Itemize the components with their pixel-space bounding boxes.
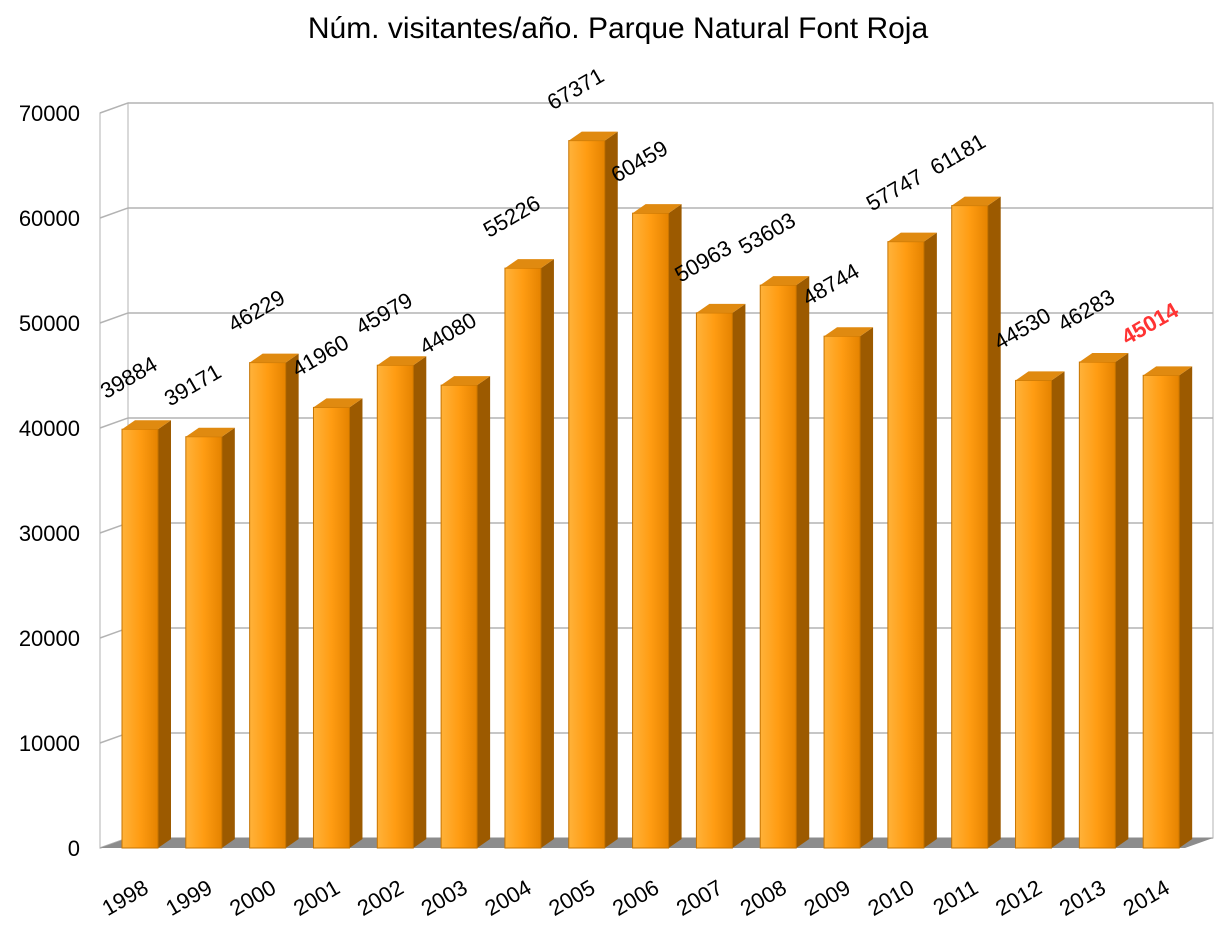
bar [823,335,861,849]
x-tick-label: 2010 [863,875,918,920]
x-tick-label: 2007 [672,875,727,920]
bar [312,406,350,849]
chart-title: Núm. visitantes/año. Parque Natural Font… [308,12,929,45]
bar [951,205,989,849]
bar-top [696,303,746,313]
bar [121,428,159,849]
grid-line [99,207,1213,219]
x-tick-label: 2012 [991,875,1046,920]
bar-side [477,376,491,848]
x-tick-label: 2008 [736,875,791,920]
bar-side [796,276,810,849]
x-tick-label: 1999 [161,875,216,920]
grid-line [99,102,1213,114]
y-tick-label: 50000 [19,311,80,336]
bar [249,362,287,849]
bar [440,384,478,849]
bar-top [122,420,171,430]
bar-top [1143,366,1193,376]
bar [632,212,670,849]
bar-top [1015,371,1065,381]
x-tick-label: 2000 [225,875,280,920]
bar-side [413,356,427,848]
x-tick-label: 2006 [608,875,663,920]
bar-top [1079,353,1129,363]
y-tick-label: 40000 [19,416,80,441]
bar-top [632,204,682,214]
bar-side [221,427,235,848]
bar [376,364,414,849]
bar-top [824,327,874,337]
bar-top [377,356,427,366]
y-tick-label: 70000 [19,101,80,126]
x-tick-label: 2005 [544,875,599,920]
bar-side [349,398,363,848]
bar-side [158,420,171,848]
bar [185,436,223,849]
y-tick-label: 20000 [19,626,80,651]
x-tick-label: 2003 [417,875,472,920]
bar-side [860,327,874,848]
x-tick-label: 2001 [289,875,344,920]
bar-side [987,196,1001,849]
bar-side [1179,366,1193,848]
bar [695,312,733,849]
y-tick-label: 10000 [19,731,80,756]
y-tick-label: 0 [68,836,80,861]
bar-side [604,131,618,849]
y-tick-label: 60000 [19,206,80,231]
bar [1078,361,1116,849]
bar [1015,379,1053,849]
bar-top [441,376,491,386]
bar-top [313,398,363,408]
bar-side [668,204,682,849]
x-tick-label: 2011 [929,875,982,920]
bar [759,284,797,849]
x-tick-label: 2002 [353,875,408,920]
bar-top [568,131,618,141]
bar-side [540,259,554,848]
bar-top [951,196,1001,206]
grid-line [99,312,1213,324]
bar [568,140,606,849]
bar-side [923,232,937,848]
bar-side [1051,371,1065,848]
bar [887,241,925,849]
bar-top [504,259,554,269]
x-tick-label: 2013 [1055,875,1110,920]
y-tick-label: 30000 [19,521,80,546]
bar-top [760,276,810,286]
bar [1142,374,1180,849]
bar-top [185,427,235,437]
bar-side [1115,353,1129,848]
x-tick-label: 2014 [1119,875,1174,920]
x-tick-label: 2004 [481,875,536,920]
bar-top [249,353,299,363]
x-tick-label: 2009 [800,875,855,920]
bar-side [285,353,299,848]
bar-top [887,232,937,242]
x-tick-label: 1998 [98,875,153,920]
bar-side [732,303,746,848]
bar [504,267,542,849]
